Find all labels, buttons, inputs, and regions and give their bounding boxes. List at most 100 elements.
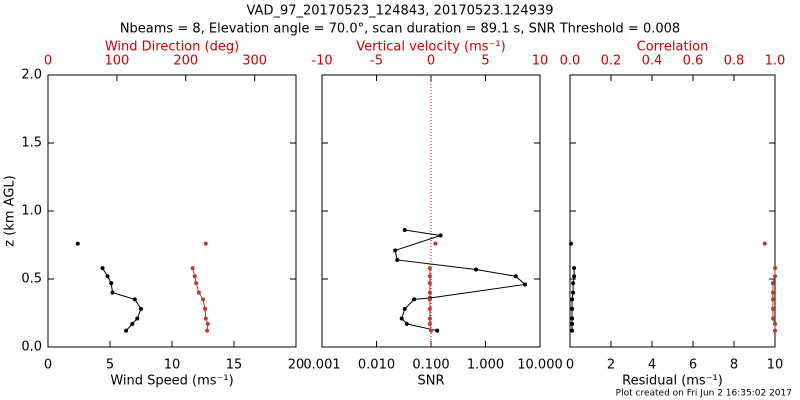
x2-tick-label: 0.8 [724, 54, 745, 69]
data-point [135, 316, 140, 321]
chart-subtitle: Nbeams = 8, Elevation angle = 70.0°, sca… [120, 22, 680, 37]
data-point [770, 297, 775, 302]
footnote: Plot created on Fri Jun 2 16:35:02 2017 [616, 389, 792, 399]
data-point [427, 306, 432, 311]
x2-tick-label: -10 [311, 54, 332, 69]
x-tick-label: 10.000 [517, 358, 563, 373]
x-tick-label: 0.100 [412, 358, 449, 373]
data-point [404, 321, 409, 326]
x-tick-label: 2 [607, 358, 615, 373]
x-axis-label: SNR [417, 374, 444, 389]
data-point [770, 316, 775, 321]
x-tick-label: 15 [226, 358, 243, 373]
data-point [190, 266, 195, 271]
data-point [196, 290, 201, 295]
x-tick-label: 10 [164, 358, 181, 373]
data-point [770, 281, 775, 286]
data-point [427, 297, 432, 302]
data-point [427, 316, 432, 321]
data-point [427, 281, 432, 286]
data-point [773, 266, 777, 271]
data-point [402, 228, 407, 233]
x-tick-label: 0.001 [303, 358, 340, 373]
data-point [570, 316, 575, 321]
data-point [203, 306, 208, 311]
data-point [100, 266, 105, 271]
chart-title: VAD_97_20170523_124843, 20170523.124939 [247, 4, 554, 19]
x-tick-label: 10 [767, 358, 784, 373]
data-point [194, 281, 199, 286]
x2-tick-label: 100 [104, 54, 129, 69]
data-point [570, 306, 575, 311]
data-point [427, 321, 432, 326]
data-point [570, 328, 575, 333]
x2-tick-label: 0.2 [601, 54, 622, 69]
data-point [412, 297, 417, 302]
data-point [203, 316, 208, 321]
data-point [192, 274, 197, 279]
data-point [571, 290, 576, 295]
data-point [569, 241, 574, 246]
data-point [124, 328, 129, 333]
x-tick-label: 1.000 [467, 358, 504, 373]
x2-tick-label: 0.4 [642, 54, 663, 69]
x-tick-label: 5 [106, 358, 114, 373]
y-tick-label: 1.0 [21, 204, 42, 219]
x2-tick-label: 1.0 [765, 54, 786, 69]
x2-tick-label: 10 [532, 54, 549, 69]
data-point [571, 281, 576, 286]
data-point [513, 274, 518, 279]
data-point [395, 257, 400, 262]
x2-tick-label: 0 [427, 54, 435, 69]
data-point [205, 328, 210, 333]
data-point [75, 241, 80, 246]
data-point [570, 321, 575, 326]
x2-tick-label: -5 [370, 54, 383, 69]
data-point [105, 274, 110, 279]
data-point [435, 328, 440, 333]
data-point [427, 266, 432, 271]
y-tick-label: 2.0 [21, 68, 42, 83]
data-point [205, 321, 210, 326]
data-point [429, 328, 433, 333]
data-point [427, 290, 432, 295]
x2-axis-label: Correlation [637, 40, 709, 55]
data-point [572, 274, 577, 279]
x2-axis-label: Wind Direction (deg) [105, 40, 239, 55]
x2-tick-label: 200 [173, 54, 198, 69]
x-tick-label: 0 [44, 358, 52, 373]
x-axis-label: Residual (ms⁻¹) [622, 374, 723, 389]
x-tick-label: 20 [288, 358, 305, 373]
data-point [773, 274, 777, 279]
data-point [773, 321, 777, 326]
x-tick-label: 4 [648, 358, 656, 373]
data-point [572, 266, 577, 271]
x2-tick-label: 0.6 [683, 54, 704, 69]
data-point [201, 297, 205, 302]
y-axis-label: z (km AGL) [3, 175, 18, 246]
data-point [522, 282, 527, 287]
y-tick-label: 0.0 [21, 340, 42, 355]
x-tick-label: 8 [730, 358, 738, 373]
data-point [139, 306, 143, 311]
data-point [110, 290, 115, 295]
data-point [399, 316, 404, 321]
x2-tick-label: 0 [44, 54, 52, 69]
x2-axis-label: Vertical velocity (ms⁻¹) [356, 40, 505, 55]
x-tick-label: 0.010 [358, 358, 395, 373]
data-point [570, 297, 575, 302]
x-axis-label: Wind Speed (ms⁻¹) [110, 374, 233, 389]
x2-tick-label: 5 [481, 54, 489, 69]
data-point [203, 241, 208, 246]
data-point [474, 267, 479, 272]
x-tick-label: 6 [689, 358, 697, 373]
data-point [393, 248, 398, 253]
y-tick-label: 1.5 [21, 136, 42, 151]
data-point [130, 321, 135, 326]
data-point [132, 297, 137, 302]
data-point [427, 274, 432, 279]
x-tick-label: 0 [566, 358, 574, 373]
y-tick-label: 0.5 [21, 272, 42, 287]
